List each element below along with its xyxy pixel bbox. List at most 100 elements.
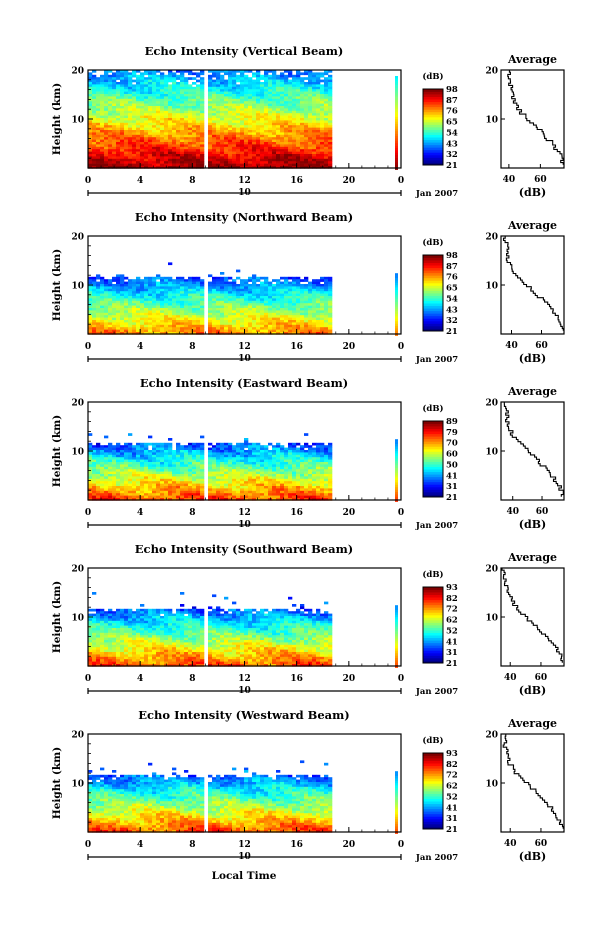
heatmap-cell [120, 79, 125, 83]
heatmap-cell [144, 320, 149, 323]
heatmap-cell [240, 79, 245, 83]
heatmap-cell [136, 291, 141, 294]
heatmap-cell [136, 118, 141, 121]
heatmap-cell [136, 298, 141, 302]
heatmap-cell [308, 118, 313, 121]
heatmap-cell [240, 161, 245, 164]
colorbar-swatch [423, 255, 443, 258]
heatmap-cell [140, 154, 145, 157]
heatmap-cell [212, 315, 217, 318]
heatmap-cell [136, 96, 141, 100]
x-tick-label: 12 [238, 176, 251, 186]
heatmap-cell [100, 457, 105, 460]
heatmap-cell [272, 296, 277, 299]
heatmap-cell [216, 476, 221, 480]
heatmap-cell [140, 327, 145, 330]
heatmap-cell [244, 146, 249, 150]
heatmap-cell [248, 315, 253, 318]
heatmap-cell [252, 151, 257, 155]
heatmap-cell [116, 70, 121, 73]
heatmap-cell [124, 478, 129, 482]
heatmap-cell [292, 317, 297, 321]
heatmap-cell [116, 108, 121, 112]
heatmap-cell [260, 94, 265, 97]
heatmap-cell [180, 452, 185, 456]
heatmap-cell [104, 317, 109, 321]
heatmap-cell [176, 478, 181, 482]
heatmap-cell [280, 305, 285, 309]
heatmap-cell [112, 284, 117, 287]
average-x-tick-label: 60 [535, 341, 548, 351]
heatmap-cell [232, 498, 237, 501]
heatmap-cell [288, 98, 293, 102]
heatmap-cell [252, 96, 257, 100]
heatmap-cell [112, 94, 117, 97]
heatmap-cell [132, 303, 137, 306]
heatmap-cell [104, 498, 109, 501]
heatmap-cell [100, 445, 105, 448]
heatmap-cell [116, 122, 121, 126]
heatmap-cell [140, 495, 145, 499]
heatmap-cell [304, 130, 309, 133]
heatmap-cell [168, 79, 173, 83]
heatmap-cell [128, 469, 133, 472]
heatmap-cell [92, 77, 97, 80]
colorbar-tick-label: 76 [446, 273, 458, 283]
heatmap-cell [228, 115, 233, 119]
heatmap-cell [224, 125, 229, 128]
heatmap-cell [196, 478, 201, 482]
heatmap-cell [256, 115, 261, 119]
heatmap-cell [256, 108, 261, 112]
heatmap-cell [200, 161, 205, 164]
heatmap-cell [188, 158, 193, 162]
heatmap-cell [108, 113, 113, 116]
heatmap-cell [168, 74, 173, 78]
heatmap-cell [164, 303, 169, 306]
heatmap-cell [100, 298, 105, 302]
heatmap-cell [260, 118, 265, 121]
heatmap-cell [116, 86, 121, 90]
heatmap-cell [164, 488, 169, 492]
heatmap-cell [296, 281, 301, 285]
heatmap-cell [268, 284, 273, 287]
heatmap-cell [232, 462, 237, 465]
heatmap-cell [228, 498, 233, 501]
heatmap-cell [144, 312, 149, 316]
heatmap-cell [272, 103, 277, 107]
heatmap-cell [316, 94, 321, 97]
heatmap-cell [280, 118, 285, 121]
heatmap-cell [188, 122, 193, 126]
heatmap-cell [124, 329, 129, 333]
heatmap-cell [216, 122, 221, 126]
heatmap-cell [104, 315, 109, 318]
heatmap-cell [304, 110, 309, 114]
heatmap-cell [156, 142, 161, 145]
heatmap-cell [172, 320, 177, 323]
heatmap-cell [100, 156, 105, 160]
heatmap-cell [184, 308, 189, 311]
heatmap-cell [184, 106, 189, 109]
heatmap-cell [104, 118, 109, 121]
heatmap-cell [120, 476, 125, 480]
heatmap-cell [208, 110, 213, 114]
heatmap-cell [200, 110, 205, 114]
heatmap-cell [216, 466, 221, 470]
colorbar-swatch [423, 89, 443, 92]
heatmap-cell [312, 329, 317, 333]
heatmap-cell [216, 452, 221, 456]
heatmap-cell [112, 296, 117, 299]
heatmap-cell [196, 106, 201, 109]
heatmap-cell [116, 146, 121, 150]
heatmap-cell [168, 293, 173, 297]
heatmap-cell [104, 452, 109, 456]
heatmap-cell [120, 486, 125, 489]
heatmap-cell [256, 163, 261, 167]
colorbar-swatch [423, 303, 443, 307]
heatmap-cell [132, 291, 137, 294]
heatmap-cell [264, 322, 269, 326]
heatmap-cell [112, 103, 117, 107]
heatmap-cell [140, 98, 145, 102]
heatmap-cell [116, 474, 121, 477]
heatmap-cell [244, 98, 249, 102]
heatmap-cell [88, 483, 93, 487]
